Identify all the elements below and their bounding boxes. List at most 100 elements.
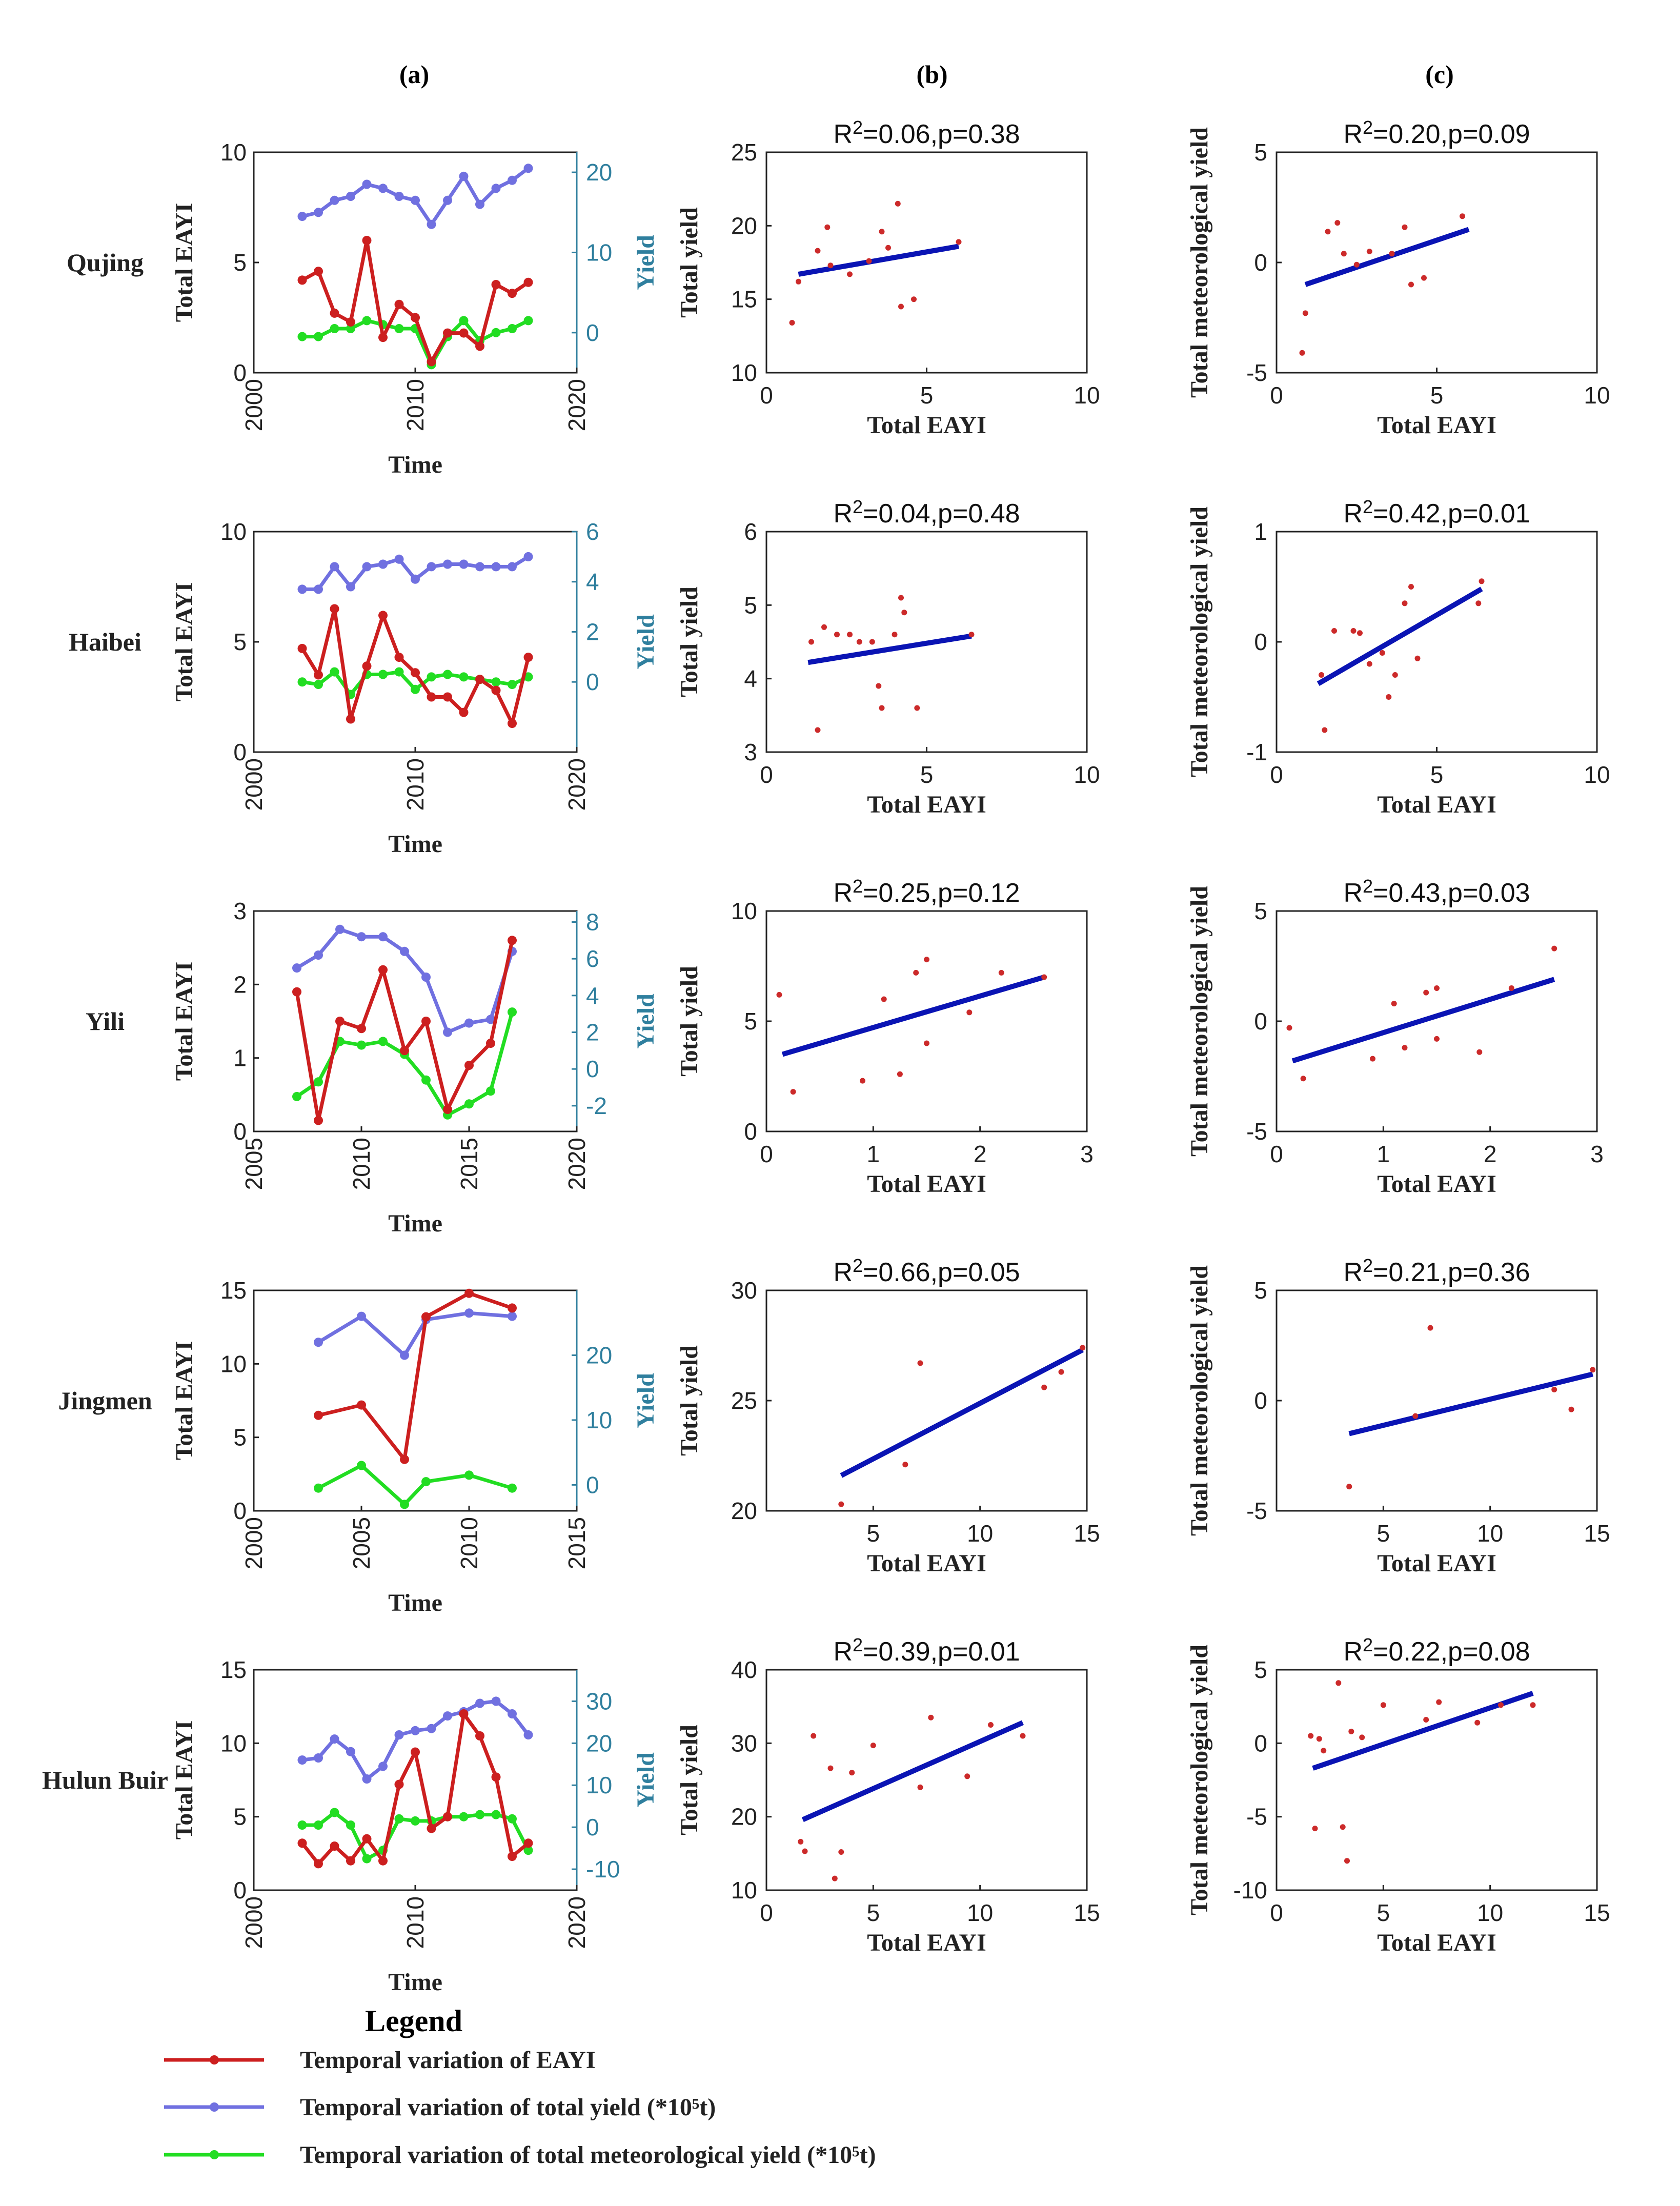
x-axis-label: Total EAYI: [867, 412, 986, 439]
x-tick-label: 10: [1074, 382, 1100, 409]
scatter-point: [1286, 1025, 1292, 1031]
y-tick-label: 0: [233, 1497, 247, 1524]
x-tick-label: 10: [967, 1520, 993, 1547]
fit-line: [807, 633, 972, 665]
region-label: Yili: [86, 1007, 125, 1036]
met-yield-series-point: [459, 1812, 469, 1822]
scatter-point: [827, 1765, 834, 1771]
total-yield-series-point: [459, 171, 469, 181]
eayi-series-point: [314, 1410, 323, 1420]
total-yield-series-point: [411, 574, 420, 584]
total-yield-series-point: [475, 199, 484, 209]
x-tick-label: 0: [1270, 382, 1283, 409]
column-header-c: (c): [1425, 60, 1454, 89]
fit-line: [1291, 977, 1555, 1064]
y-tick-label: 0: [1254, 1008, 1267, 1035]
legend-item-eayi: Temporal variation of EAYI: [164, 2047, 596, 2074]
eayi-series-point: [362, 661, 372, 671]
scatter-point: [1460, 213, 1465, 219]
scatter-point: [1357, 630, 1363, 636]
met-yield-series-point: [357, 1461, 366, 1470]
legend-title: Legend: [365, 2004, 462, 2038]
legend-label: Temporal variation of total yield (*10⁵t…: [300, 2094, 716, 2121]
x-axis-label: Time: [388, 1210, 442, 1237]
scatter-point: [1568, 1406, 1574, 1412]
scatter-point: [1402, 224, 1408, 230]
total-yield-series-point: [335, 924, 345, 934]
y-axis-label: Total meteorological yield: [1186, 507, 1213, 777]
total-yield-series-point: [464, 1308, 474, 1318]
eayi-series-point: [362, 1834, 372, 1844]
met-yield-series-point: [459, 316, 469, 326]
scatter-point: [1386, 694, 1392, 700]
y-tick-label: 10: [220, 139, 247, 166]
met-yield-series-point: [523, 316, 533, 326]
y2-tick-label: 0: [586, 1814, 599, 1840]
fit-line: [1304, 227, 1470, 287]
y-tick-label: 10: [220, 1730, 247, 1756]
y2-tick-label: 0: [586, 319, 599, 346]
scatter-point: [988, 1722, 994, 1728]
y-tick-label: -5: [1246, 1497, 1267, 1524]
y2-tick-label: -2: [586, 1092, 607, 1119]
eayi-series-point: [297, 643, 307, 653]
met-yield-series-point: [508, 324, 517, 333]
met-yield-series-point: [394, 667, 404, 677]
x-tick-label: 1: [867, 1141, 880, 1167]
x-axis-label: Time: [388, 831, 442, 858]
eayi-series-point: [314, 267, 323, 276]
scatter-point: [1370, 1056, 1375, 1062]
x-tick-label: 2010: [402, 758, 429, 811]
x-tick-label: 2020: [563, 758, 590, 811]
x-tick-label: 5: [867, 1899, 880, 1926]
scatter-point: [876, 683, 882, 689]
x-tick-label: 0: [760, 761, 773, 788]
scatter-total-yield: 5 10 15 20 25 30 Total EAYI Total yield R2=0.66,…: [676, 1255, 1100, 1577]
eayi-series-point: [346, 317, 355, 327]
y-tick-label: 15: [220, 1656, 247, 1683]
eayi-series-point: [427, 692, 436, 702]
scatter-point: [860, 1078, 865, 1084]
total-yield-series-point: [314, 208, 323, 217]
x-tick-label: 5: [1377, 1899, 1390, 1926]
total-yield-series-point: [400, 1350, 409, 1360]
scatter-point: [1340, 1824, 1346, 1830]
total-yield-series-point: [459, 559, 469, 569]
x-tick-label: 2005: [348, 1517, 375, 1569]
plot-title: R2=0.43,p=0.03: [1343, 876, 1530, 908]
total-yield-series: [297, 552, 533, 594]
scatter-point: [895, 200, 901, 207]
eayi-series-point: [297, 1838, 307, 1848]
met-yield-series-point: [314, 1820, 323, 1830]
plot-frame: [765, 1669, 1088, 1891]
total-yield-series-point: [475, 562, 484, 572]
scatter-point: [1300, 1076, 1306, 1082]
y-tick-label: 0: [233, 1118, 247, 1145]
x-tick-label: 5: [1430, 382, 1444, 409]
y2-axis-label: Yield: [632, 1373, 659, 1428]
scatter-point: [1402, 1045, 1408, 1051]
scatter-point: [1348, 1728, 1354, 1734]
y2-axis-label: Yield: [632, 994, 659, 1049]
eayi-series-point: [314, 1859, 323, 1869]
legend-marker: [210, 2055, 219, 2065]
scatter-point: [1391, 1001, 1397, 1007]
x-tick-label: 2020: [563, 1138, 590, 1190]
y-tick-label: 5: [1254, 139, 1267, 166]
scatter-point: [917, 1784, 923, 1790]
y2-tick-label: 20: [586, 159, 612, 186]
scatter-point: [1423, 1717, 1429, 1723]
met-yield-series: [297, 316, 533, 370]
met-yield-series-point: [464, 1470, 474, 1480]
axes: 2005 2010 2015 2020 0 1 2 3 -2 0 2 4 6 8 Time Total EAY…: [171, 898, 659, 1237]
met-yield-series-point: [475, 1810, 484, 1819]
x-tick-label: 5: [920, 761, 934, 788]
scatter-point: [790, 1089, 796, 1095]
y2-tick-label: 4: [586, 569, 599, 595]
y-tick-label: 0: [744, 1118, 757, 1145]
x-tick-label: 0: [760, 1141, 773, 1167]
scatter-point: [902, 1462, 908, 1468]
y-tick-label: 0: [1254, 249, 1267, 276]
